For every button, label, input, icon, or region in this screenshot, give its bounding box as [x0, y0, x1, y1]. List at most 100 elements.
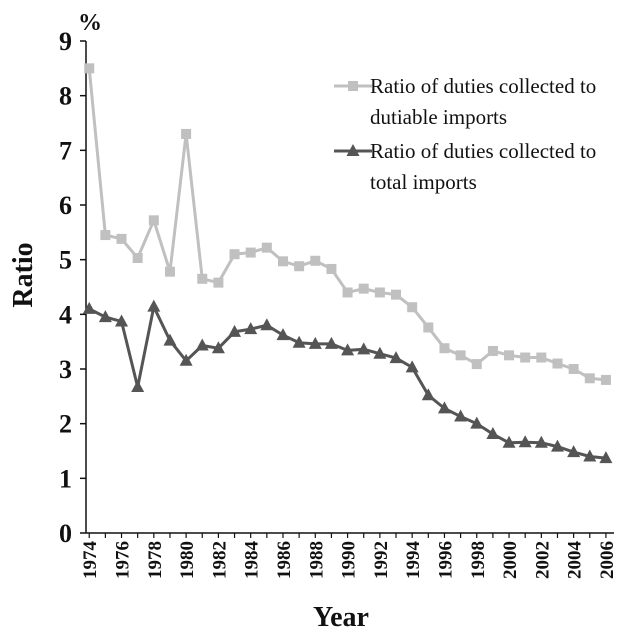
x-tick-label: 1990 — [339, 541, 360, 579]
x-axis-title: Year — [313, 602, 369, 633]
data-point-triangle — [324, 336, 338, 349]
x-tick-label: 2002 — [532, 541, 553, 579]
data-point-triangle — [228, 324, 242, 337]
x-tick-label: 1984 — [242, 541, 263, 580]
data-point-triangle — [131, 380, 145, 393]
legend-marker-square — [348, 81, 358, 91]
x-tick-label: 1978 — [145, 541, 166, 579]
data-point-triangle — [276, 328, 290, 341]
data-point-triangle — [147, 299, 161, 312]
data-point-triangle — [454, 409, 468, 422]
y-tick-label: 7 — [59, 136, 72, 165]
data-point-triangle — [163, 333, 177, 346]
data-point-square — [391, 289, 402, 300]
data-point-square — [116, 233, 127, 244]
y-tick-label: 1 — [59, 464, 72, 493]
data-point-triangle — [115, 314, 129, 327]
data-point-square — [552, 358, 563, 369]
data-point-triangle — [195, 338, 209, 351]
data-point-square — [358, 283, 369, 294]
data-point-square — [84, 63, 95, 74]
data-point-square — [342, 287, 353, 298]
data-point-triangle — [502, 435, 516, 448]
data-point-square — [164, 266, 175, 277]
y-tick-label: 6 — [59, 191, 72, 220]
data-point-triangle — [405, 360, 419, 373]
data-point-square — [504, 350, 515, 361]
x-tick-label: 1988 — [306, 541, 327, 579]
data-point-triangle — [211, 341, 225, 354]
y-axis-title: Ratio — [8, 242, 39, 307]
x-tick-label: 1996 — [435, 541, 456, 579]
data-point-triangle — [486, 427, 500, 440]
y-unit-label: % — [78, 10, 102, 36]
data-point-square — [600, 374, 611, 385]
data-point-square — [310, 255, 321, 266]
data-point-triangle — [583, 449, 597, 462]
legend-label: total imports — [370, 170, 477, 194]
x-tick-label: 2006 — [597, 541, 618, 579]
data-point-square — [520, 352, 531, 363]
data-point-square — [229, 249, 240, 260]
data-point-square — [439, 343, 450, 354]
x-tick-label: 2004 — [565, 541, 586, 580]
data-point-square — [584, 373, 595, 384]
data-point-square — [423, 322, 434, 333]
data-point-square — [100, 230, 111, 241]
data-point-triangle — [292, 335, 306, 348]
legend-label: Ratio of duties collected to — [370, 74, 596, 98]
data-point-triangle — [389, 351, 403, 364]
data-point-square — [487, 345, 498, 356]
legend-label: Ratio of duties collected to — [370, 139, 596, 163]
data-point-square — [213, 277, 224, 288]
y-tick-label: 4 — [59, 300, 72, 329]
data-point-square — [181, 128, 192, 139]
data-point-triangle — [357, 342, 371, 355]
data-point-triangle — [373, 346, 387, 359]
x-tick-label: 1980 — [177, 541, 198, 579]
y-tick-label: 2 — [59, 410, 72, 439]
y-tick-label: 8 — [59, 82, 72, 111]
y-tick-label: 5 — [59, 246, 72, 275]
x-tick-label: 1982 — [209, 541, 230, 579]
data-point-square — [374, 287, 385, 298]
y-tick-label: 3 — [59, 355, 72, 384]
data-point-square — [568, 364, 579, 374]
data-point-square — [261, 242, 272, 253]
data-point-triangle — [260, 318, 274, 331]
data-point-triangle — [341, 343, 355, 356]
y-tick-label: 9 — [59, 27, 72, 56]
data-point-triangle — [470, 416, 484, 429]
data-point-triangle — [82, 301, 96, 314]
data-point-square — [471, 359, 482, 370]
x-tick-label: 1994 — [403, 541, 424, 580]
legend-marker-triangle — [346, 144, 360, 156]
data-point-triangle — [244, 322, 258, 335]
data-point-square — [277, 256, 288, 267]
x-tick-label: 1998 — [468, 541, 489, 579]
legend-label: dutiable imports — [370, 105, 507, 129]
data-point-square — [148, 215, 159, 226]
data-point-square — [197, 273, 208, 284]
data-point-square — [132, 253, 143, 264]
data-point-square — [326, 263, 337, 274]
x-tick-label: 1974 — [80, 541, 101, 580]
data-point-triangle — [98, 310, 112, 323]
data-point-triangle — [550, 439, 564, 452]
data-point-square — [245, 247, 256, 258]
data-point-triangle — [567, 445, 581, 458]
data-point-triangle — [179, 353, 193, 366]
data-point-triangle — [421, 388, 435, 401]
data-point-square — [536, 352, 547, 363]
x-tick-label: 1976 — [113, 541, 134, 579]
data-point-triangle — [534, 435, 548, 448]
data-point-triangle — [437, 401, 451, 414]
x-tick-label: 1992 — [371, 541, 392, 579]
data-point-triangle — [518, 435, 532, 448]
data-point-triangle — [308, 336, 322, 349]
data-point-square — [294, 261, 305, 272]
x-tick-label: 1986 — [274, 541, 295, 579]
data-point-square — [455, 350, 466, 361]
